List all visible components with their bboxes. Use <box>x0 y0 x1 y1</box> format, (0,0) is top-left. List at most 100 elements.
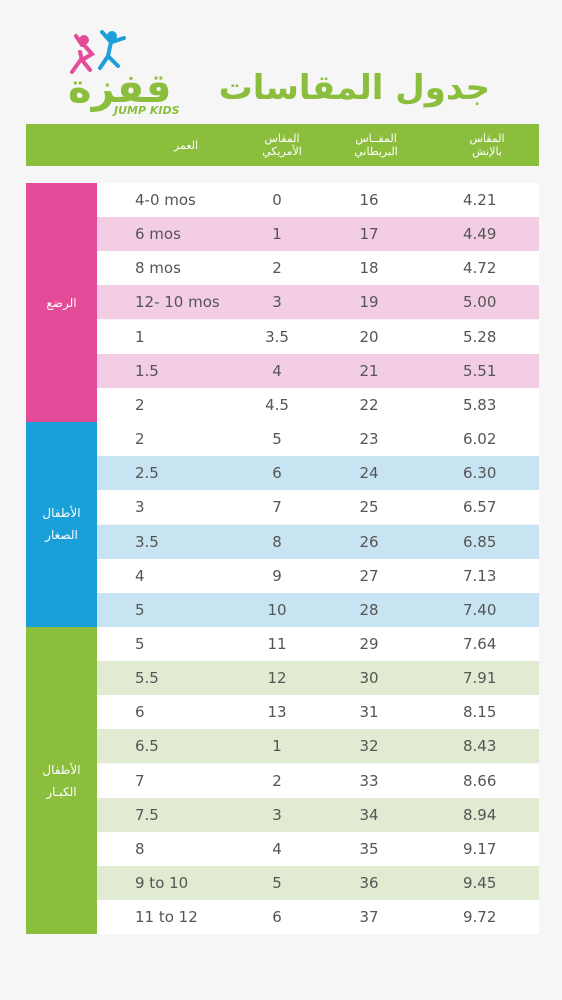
cell-us: 4 <box>272 839 282 858</box>
cell-inch: 8.94 <box>463 805 497 824</box>
logo-english-text: JUMP KIDS <box>112 104 180 117</box>
cell-age: 9 to 10 <box>135 874 189 892</box>
table-row: 5.5 12 30 7.91 <box>97 661 539 696</box>
cell-inch: 9.45 <box>463 874 497 892</box>
header-us: المقاس الأمريكي <box>262 132 302 158</box>
cell-uk: 17 <box>359 225 379 244</box>
cell-age: 8 mos <box>135 259 181 278</box>
cell-inch: 9.17 <box>463 839 497 858</box>
cell-age: 1 <box>135 327 145 346</box>
header-inch: المقاس بالإنش <box>469 132 505 158</box>
table-row: 2 5 23 6.02 <box>97 422 539 457</box>
cell-uk: 26 <box>359 532 379 551</box>
table-row: 4-0 mos 0 16 4.21 <box>97 183 539 217</box>
cell-age: 6 <box>135 703 145 722</box>
cell-age: 2 <box>135 430 145 449</box>
cell-uk: 19 <box>359 293 379 312</box>
cell-age: 2.5 <box>135 464 159 483</box>
cell-inch: 7.91 <box>463 669 497 688</box>
table-row: 7.5 3 34 8.94 <box>97 797 539 832</box>
cell-age: 12- 10 mos <box>135 293 220 312</box>
table-row: 7 2 33 8.66 <box>97 763 539 798</box>
cell-uk: 37 <box>359 908 379 927</box>
cell-inch: 4.49 <box>463 225 497 244</box>
cell-us: 7 <box>272 498 282 517</box>
cell-us: 0 <box>272 191 282 209</box>
cell-uk: 24 <box>359 464 379 483</box>
table-row: 3 7 25 6.57 <box>97 490 539 525</box>
cell-age: 6.5 <box>135 737 159 756</box>
cell-us: 2 <box>272 771 282 790</box>
cell-uk: 29 <box>359 634 379 653</box>
cell-uk: 32 <box>359 737 379 756</box>
cell-age: 2 <box>135 395 145 414</box>
table-row: 11 to 12 6 37 9.72 <box>97 900 539 935</box>
cell-us: 5 <box>272 874 282 892</box>
cell-inch: 7.64 <box>463 634 497 653</box>
cell-uk: 20 <box>359 327 379 346</box>
cell-us: 5 <box>272 430 282 449</box>
cell-inch: 6.02 <box>463 430 497 449</box>
cell-uk: 22 <box>359 395 379 414</box>
table-row: 8 mos 2 18 4.72 <box>97 251 539 286</box>
cell-uk: 28 <box>359 600 379 619</box>
cell-age: 3 <box>135 498 145 517</box>
cell-age: 8 <box>135 839 145 858</box>
table-row: 3.5 8 26 6.85 <box>97 524 539 559</box>
table-row: 6 13 31 8.15 <box>97 695 539 730</box>
cell-inch: 5.28 <box>463 327 497 346</box>
cell-uk: 21 <box>359 361 379 380</box>
cell-us: 2 <box>272 259 282 278</box>
cell-inch: 6.57 <box>463 498 497 517</box>
cell-age: 11 to 12 <box>135 908 198 927</box>
cell-inch: 8.15 <box>463 703 497 722</box>
cell-us: 10 <box>267 600 287 619</box>
cell-us: 12 <box>267 669 287 688</box>
cell-us: 1 <box>272 737 282 756</box>
logo: قفزة JUMP KIDS <box>62 30 187 118</box>
cell-inch: 7.40 <box>463 600 497 619</box>
table-row: 4 9 27 7.13 <box>97 558 539 593</box>
table-row: 2.5 6 24 6.30 <box>97 456 539 491</box>
cell-uk: 34 <box>359 805 379 824</box>
cell-age: 4 <box>135 566 145 585</box>
header-age: العمر <box>173 138 199 152</box>
cell-inch: 5.00 <box>463 293 497 312</box>
cell-uk: 31 <box>359 703 379 722</box>
table-header: العمر المقاس الأمريكي المقــاس البريطاني… <box>26 124 539 166</box>
cell-us: 3 <box>272 293 282 312</box>
cell-uk: 23 <box>359 430 379 449</box>
cell-us: 3 <box>272 805 282 824</box>
table-row: 2 4.5 22 5.83 <box>97 387 539 422</box>
cell-uk: 33 <box>359 771 379 790</box>
table-row: 6 mos 1 17 4.49 <box>97 217 539 252</box>
cell-us: 1 <box>272 225 282 244</box>
size-table: الرضع 4-0 mos 0 16 4.21 6 mos 1 17 4.49 8 mos 2 18 4… <box>26 183 539 935</box>
cell-age: 5.5 <box>135 669 159 688</box>
cell-inch: 8.66 <box>463 771 497 790</box>
cell-us: 11 <box>267 634 287 653</box>
cell-us: 4.5 <box>265 395 289 414</box>
logo-arabic-text: قفزة <box>68 66 171 112</box>
jump-kids-logo-icon: قفزة JUMP KIDS <box>68 30 180 117</box>
table-row: 6.5 1 32 8.43 <box>97 729 539 764</box>
cell-us: 6 <box>272 464 282 483</box>
cell-age: 3.5 <box>135 532 159 551</box>
cell-us: 9 <box>272 566 282 585</box>
cell-uk: 18 <box>359 259 379 278</box>
group-label: الأطفال الصغار <box>26 422 97 627</box>
table-row: 5 11 29 7.64 <box>97 626 539 661</box>
table-row: 1 3.5 20 5.28 <box>97 319 539 354</box>
cell-age: 1.5 <box>135 361 159 380</box>
cell-age: 7 <box>135 771 145 790</box>
cell-age: 4-0 mos <box>135 191 196 209</box>
cell-us: 3.5 <box>265 327 289 346</box>
cell-inch: 4.21 <box>463 191 497 209</box>
cell-inch: 8.43 <box>463 737 497 756</box>
cell-age: 5 <box>135 600 145 619</box>
cell-age: 7.5 <box>135 805 159 824</box>
table-row: 5 10 28 7.40 <box>97 592 539 627</box>
cell-inch: 6.30 <box>463 464 497 483</box>
cell-us: 8 <box>272 532 282 551</box>
table-row: 12- 10 mos 3 19 5.00 <box>97 285 539 320</box>
